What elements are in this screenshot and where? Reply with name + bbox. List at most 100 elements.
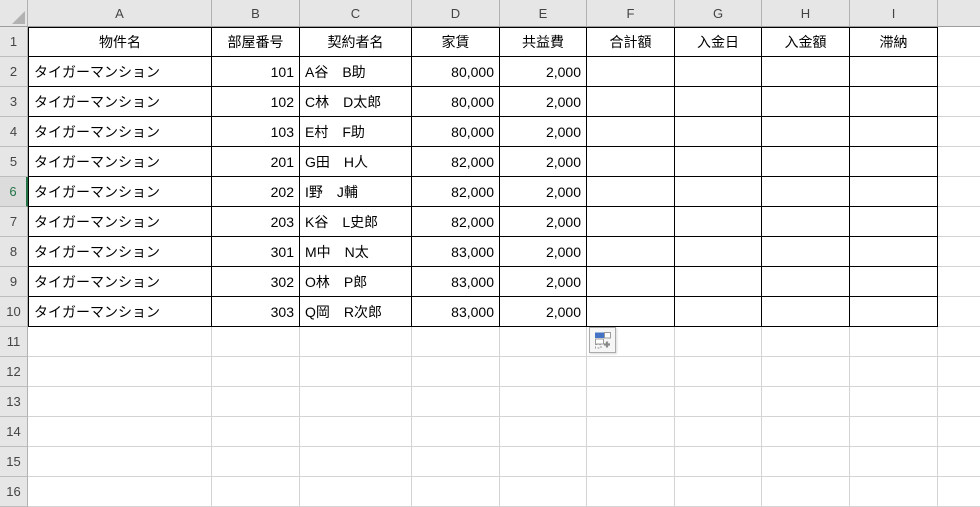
- cell-J5[interactable]: [938, 147, 980, 177]
- cell-G12[interactable]: [675, 357, 762, 387]
- cell-B3[interactable]: 102: [212, 87, 300, 117]
- cell-J6[interactable]: [938, 177, 980, 207]
- cell-F1[interactable]: 合計額: [587, 27, 675, 57]
- cell-F4[interactable]: [587, 117, 675, 147]
- cell-D2[interactable]: 80,000: [412, 57, 500, 87]
- row-header-13[interactable]: 13: [0, 387, 28, 417]
- cell-J8[interactable]: [938, 237, 980, 267]
- cell-I12[interactable]: [850, 357, 938, 387]
- cell-C1[interactable]: 契約者名: [300, 27, 412, 57]
- cell-G2[interactable]: [675, 57, 762, 87]
- cell-I14[interactable]: [850, 417, 938, 447]
- cell-A7[interactable]: タイガーマンション: [28, 207, 212, 237]
- cell-F2[interactable]: [587, 57, 675, 87]
- cell-C10[interactable]: Q岡 R次郎: [300, 297, 412, 327]
- column-header-F[interactable]: F: [587, 0, 675, 27]
- cell-H12[interactable]: [762, 357, 850, 387]
- cell-C15[interactable]: [300, 447, 412, 477]
- cell-I8[interactable]: [850, 237, 938, 267]
- cell-F14[interactable]: [587, 417, 675, 447]
- row-header-2[interactable]: 2: [0, 57, 28, 87]
- cell-A1[interactable]: 物件名: [28, 27, 212, 57]
- cell-G4[interactable]: [675, 117, 762, 147]
- cell-C8[interactable]: M中 N太: [300, 237, 412, 267]
- row-header-4[interactable]: 4: [0, 117, 28, 147]
- cell-H8[interactable]: [762, 237, 850, 267]
- cell-H5[interactable]: [762, 147, 850, 177]
- cell-J14[interactable]: [938, 417, 980, 447]
- cell-C16[interactable]: [300, 477, 412, 507]
- cell-A5[interactable]: タイガーマンション: [28, 147, 212, 177]
- column-header-E[interactable]: E: [500, 0, 587, 27]
- cell-E7[interactable]: 2,000: [500, 207, 587, 237]
- cell-I9[interactable]: [850, 267, 938, 297]
- cell-A4[interactable]: タイガーマンション: [28, 117, 212, 147]
- cell-G14[interactable]: [675, 417, 762, 447]
- column-header-G[interactable]: G: [675, 0, 762, 27]
- cell-J9[interactable]: [938, 267, 980, 297]
- cell-A15[interactable]: [28, 447, 212, 477]
- cell-H2[interactable]: [762, 57, 850, 87]
- cell-D6[interactable]: 82,000: [412, 177, 500, 207]
- cell-F9[interactable]: [587, 267, 675, 297]
- cell-B10[interactable]: 303: [212, 297, 300, 327]
- cell-J11[interactable]: [938, 327, 980, 357]
- cell-B2[interactable]: 101: [212, 57, 300, 87]
- cell-G16[interactable]: [675, 477, 762, 507]
- cell-D1[interactable]: 家賃: [412, 27, 500, 57]
- cell-E15[interactable]: [500, 447, 587, 477]
- cell-C4[interactable]: E村 F助: [300, 117, 412, 147]
- cell-C11[interactable]: [300, 327, 412, 357]
- cell-G13[interactable]: [675, 387, 762, 417]
- cell-I15[interactable]: [850, 447, 938, 477]
- cell-D4[interactable]: 80,000: [412, 117, 500, 147]
- cell-I13[interactable]: [850, 387, 938, 417]
- cell-A9[interactable]: タイガーマンション: [28, 267, 212, 297]
- cell-H16[interactable]: [762, 477, 850, 507]
- cell-C13[interactable]: [300, 387, 412, 417]
- column-header-D[interactable]: D: [412, 0, 500, 27]
- cell-G15[interactable]: [675, 447, 762, 477]
- cell-A10[interactable]: タイガーマンション: [28, 297, 212, 327]
- cell-G10[interactable]: [675, 297, 762, 327]
- cell-C2[interactable]: A谷 B助: [300, 57, 412, 87]
- cell-D14[interactable]: [412, 417, 500, 447]
- row-header-8[interactable]: 8: [0, 237, 28, 267]
- cell-E10[interactable]: 2,000: [500, 297, 587, 327]
- cell-J2[interactable]: [938, 57, 980, 87]
- cell-J15[interactable]: [938, 447, 980, 477]
- row-header-11[interactable]: 11: [0, 327, 28, 357]
- cell-I6[interactable]: [850, 177, 938, 207]
- column-header-partial[interactable]: [938, 0, 980, 27]
- cell-F16[interactable]: [587, 477, 675, 507]
- cell-J1[interactable]: [938, 27, 980, 57]
- cell-J13[interactable]: [938, 387, 980, 417]
- cell-D8[interactable]: 83,000: [412, 237, 500, 267]
- cell-A3[interactable]: タイガーマンション: [28, 87, 212, 117]
- column-header-H[interactable]: H: [762, 0, 850, 27]
- cell-I5[interactable]: [850, 147, 938, 177]
- cell-B9[interactable]: 302: [212, 267, 300, 297]
- row-header-5[interactable]: 5: [0, 147, 28, 177]
- cell-F10[interactable]: [587, 297, 675, 327]
- cell-B14[interactable]: [212, 417, 300, 447]
- cell-J12[interactable]: [938, 357, 980, 387]
- cell-E13[interactable]: [500, 387, 587, 417]
- cell-D5[interactable]: 82,000: [412, 147, 500, 177]
- cell-E14[interactable]: [500, 417, 587, 447]
- cell-E4[interactable]: 2,000: [500, 117, 587, 147]
- cell-H6[interactable]: [762, 177, 850, 207]
- cell-F15[interactable]: [587, 447, 675, 477]
- cell-B6[interactable]: 202: [212, 177, 300, 207]
- cell-G5[interactable]: [675, 147, 762, 177]
- cell-E2[interactable]: 2,000: [500, 57, 587, 87]
- row-header-14[interactable]: 14: [0, 417, 28, 447]
- cell-E9[interactable]: 2,000: [500, 267, 587, 297]
- cell-A14[interactable]: [28, 417, 212, 447]
- cell-A11[interactable]: [28, 327, 212, 357]
- cell-C6[interactable]: I野 J輔: [300, 177, 412, 207]
- cell-A8[interactable]: タイガーマンション: [28, 237, 212, 267]
- cell-C7[interactable]: K谷 L史郎: [300, 207, 412, 237]
- cell-E8[interactable]: 2,000: [500, 237, 587, 267]
- cell-G9[interactable]: [675, 267, 762, 297]
